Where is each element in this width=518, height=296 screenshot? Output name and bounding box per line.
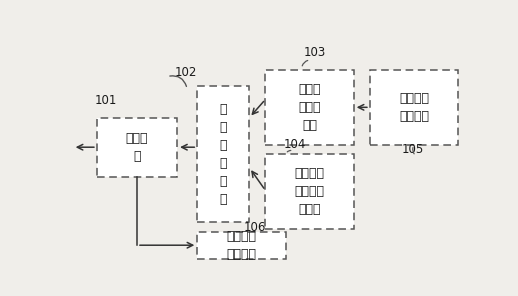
Text: 104: 104 bbox=[283, 138, 306, 151]
Text: 105: 105 bbox=[402, 143, 424, 156]
Text: 通信模
块: 通信模 块 bbox=[126, 132, 148, 163]
Text: 102: 102 bbox=[175, 66, 197, 79]
Text: 106: 106 bbox=[243, 221, 266, 234]
Text: 麦克风阵
列语音接
收模块: 麦克风阵 列语音接 收模块 bbox=[295, 167, 325, 216]
Text: 101: 101 bbox=[95, 94, 117, 107]
Text: 无线定
位接收
模块: 无线定 位接收 模块 bbox=[298, 83, 321, 132]
FancyBboxPatch shape bbox=[197, 231, 285, 259]
FancyBboxPatch shape bbox=[97, 118, 177, 177]
Text: 103: 103 bbox=[304, 46, 326, 59]
Text: 无线定位
发射模块: 无线定位 发射模块 bbox=[399, 92, 429, 123]
FancyBboxPatch shape bbox=[266, 154, 354, 229]
FancyBboxPatch shape bbox=[370, 70, 458, 145]
FancyBboxPatch shape bbox=[197, 86, 250, 222]
Text: 语
音
增
强
模
块: 语 音 增 强 模 块 bbox=[220, 102, 227, 205]
Text: 远端语音
播放模块: 远端语音 播放模块 bbox=[226, 230, 256, 261]
FancyBboxPatch shape bbox=[266, 70, 354, 145]
